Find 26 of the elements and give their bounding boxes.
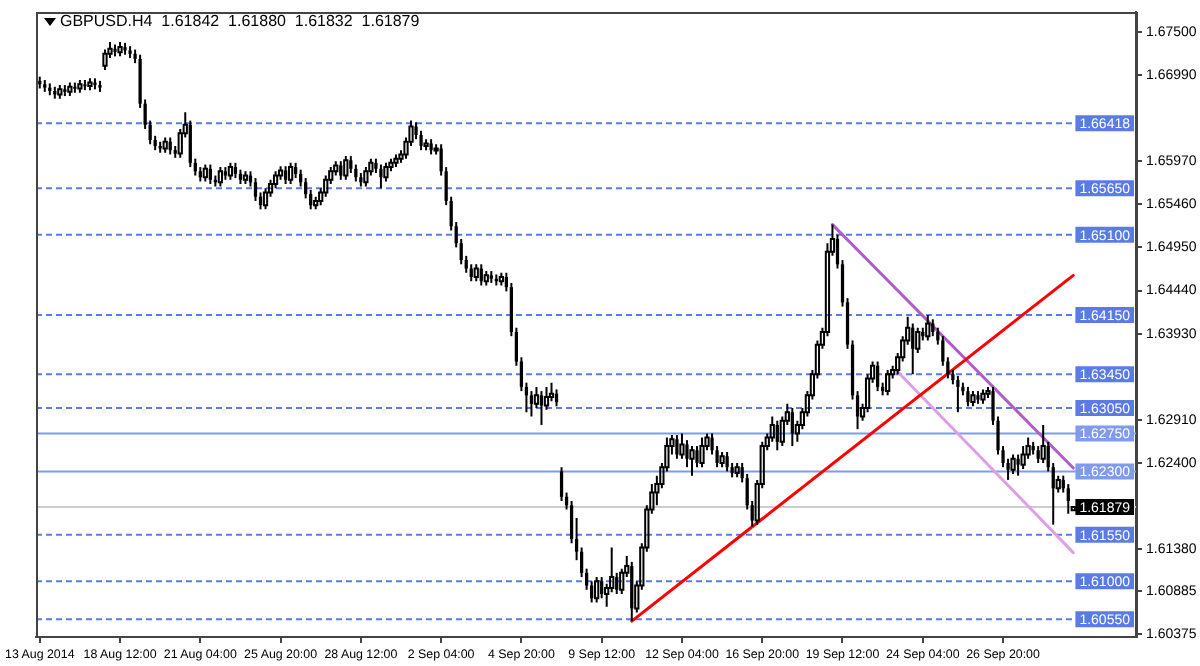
candlestick [725, 450, 729, 473]
candlestick [966, 385, 970, 408]
candlestick [1066, 483, 1070, 515]
candlestick [253, 177, 258, 202]
candlestick [675, 434, 679, 460]
candlestick [600, 576, 604, 600]
candlestick [956, 374, 960, 414]
candlestick [419, 129, 423, 152]
candlestick [695, 445, 699, 469]
candlestick [790, 407, 794, 448]
candlestick [775, 419, 779, 452]
candlestick [539, 390, 544, 426]
chart-title: GBPUSD.H4 1.61842 1.61880 1.61832 1.61879 [60, 12, 420, 30]
candlestick [559, 466, 564, 503]
candlestick [1040, 423, 1046, 464]
candlestick [689, 445, 695, 477]
candlestick [911, 322, 915, 376]
candlestick [379, 163, 383, 190]
candlestick [339, 160, 343, 181]
candlestick [1016, 453, 1020, 477]
candlestick [208, 163, 212, 186]
candlestick [188, 119, 192, 169]
candlestick [685, 439, 689, 469]
candlestick [630, 560, 634, 623]
candlestick [529, 390, 534, 418]
candlestick [875, 360, 880, 393]
